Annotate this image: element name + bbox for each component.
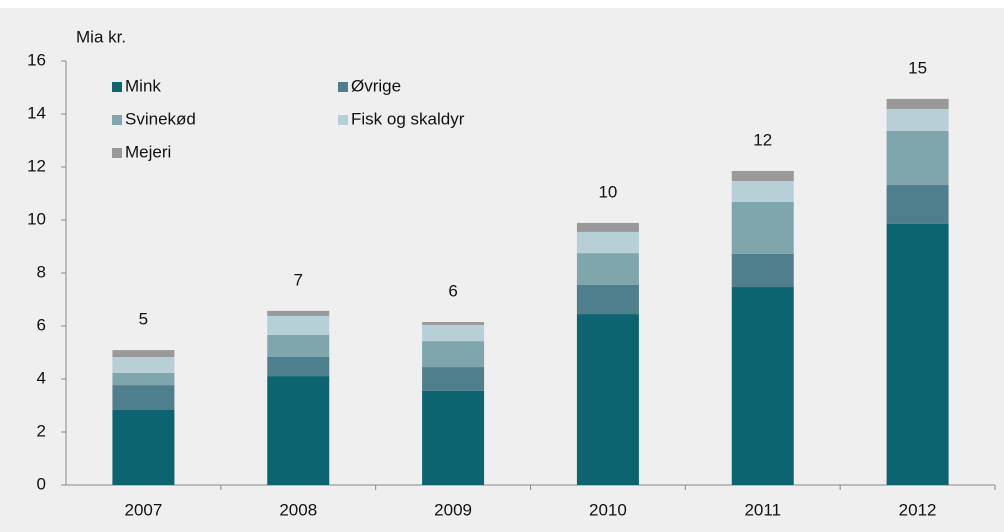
bar-segment <box>731 181 794 202</box>
bar-segment <box>886 185 949 224</box>
x-tick-label: 2012 <box>899 500 937 519</box>
bar-segment <box>731 287 794 485</box>
bar-segment <box>886 130 949 186</box>
x-tick-label: 2011 <box>744 500 781 519</box>
bar-segment <box>112 410 175 485</box>
y-axis-label: Mia kr. <box>76 27 126 46</box>
legend-label: Mejeri <box>125 142 171 161</box>
legend-swatch <box>112 82 122 92</box>
bar-segment <box>576 253 639 285</box>
bar-segment <box>576 314 639 485</box>
y-tick-label: 14 <box>27 103 46 122</box>
y-tick-label: 12 <box>27 156 46 175</box>
legend-swatch <box>338 115 348 125</box>
legend-label: Svinekød <box>125 109 196 128</box>
y-tick-label: 4 <box>37 368 46 387</box>
legend-label: Mink <box>125 76 161 95</box>
legend-swatch <box>112 148 122 158</box>
bar-segment <box>886 108 949 131</box>
x-tick-label: 2007 <box>125 500 163 519</box>
bar-segment <box>267 310 330 316</box>
total-label: 6 <box>448 282 457 301</box>
y-tick-label: 0 <box>37 474 46 493</box>
bar-segment <box>422 367 485 391</box>
bar-segment <box>422 341 485 368</box>
total-label: 5 <box>139 310 148 329</box>
bar-segment <box>731 170 794 182</box>
y-tick-label: 8 <box>37 262 46 281</box>
bar-segment <box>886 223 949 485</box>
bar-segment <box>267 335 330 358</box>
total-label: 15 <box>908 58 927 77</box>
total-label: 10 <box>598 182 617 201</box>
legend-label: Øvrige <box>351 76 401 95</box>
bar-segment <box>731 201 794 254</box>
total-label: 7 <box>294 270 303 289</box>
legend-swatch <box>338 82 348 92</box>
bar-segment <box>422 390 485 485</box>
bar-segment <box>422 322 485 325</box>
bar-segment <box>112 372 175 386</box>
y-tick-label: 16 <box>27 50 46 69</box>
x-tick-label: 2009 <box>434 500 472 519</box>
bar-segment <box>422 324 485 342</box>
legend-label: Fisk og skaldyr <box>351 109 465 128</box>
bar-segment <box>267 357 330 377</box>
bar-segment <box>576 284 639 315</box>
bar-segment <box>112 357 175 373</box>
legend-swatch <box>112 115 122 125</box>
bar-segment <box>886 98 949 109</box>
y-tick-label: 6 <box>37 315 46 334</box>
bar-segment <box>576 222 639 232</box>
x-tick-label: 2008 <box>279 500 317 519</box>
bar-segment <box>576 231 639 254</box>
bar-segment <box>267 315 330 336</box>
y-tick-label: 2 <box>37 421 46 440</box>
total-label: 12 <box>753 130 772 149</box>
bar-segment <box>267 376 330 485</box>
y-tick-label: 10 <box>27 209 46 228</box>
x-tick-label: 2010 <box>589 500 627 519</box>
bar-segment <box>112 385 175 411</box>
bar-segment <box>731 253 794 288</box>
bar-segment <box>112 350 175 358</box>
